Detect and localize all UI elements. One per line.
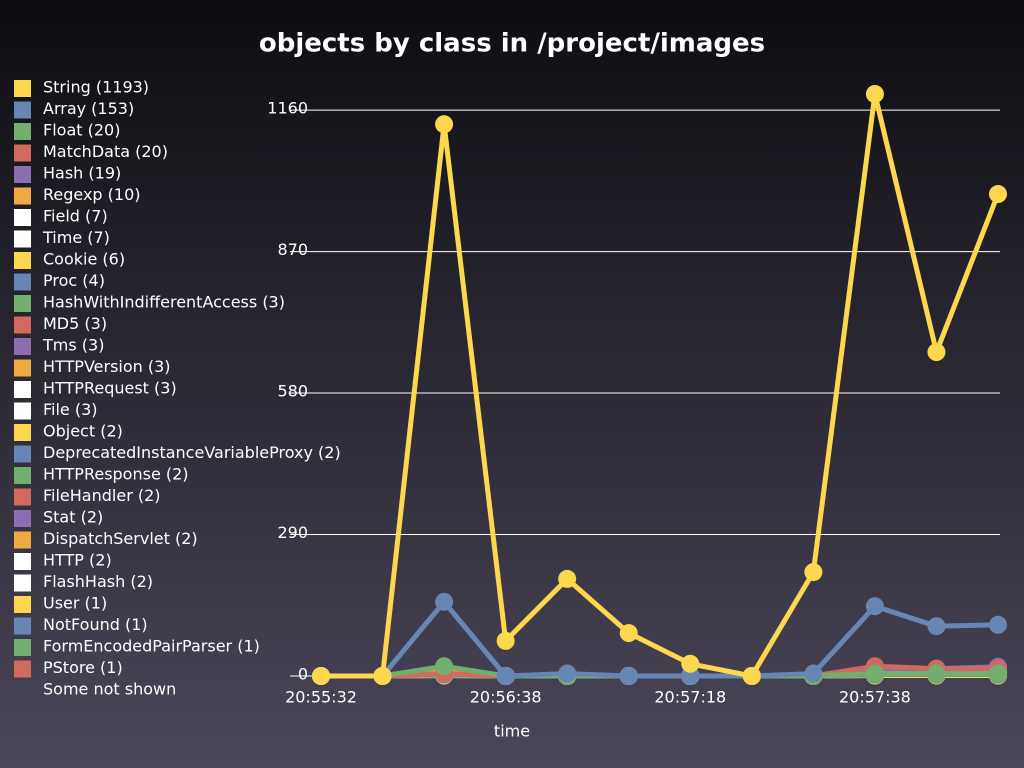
data-point (865, 85, 884, 103)
legend-label: Tms (3) (42, 336, 104, 355)
legend-label: FileHandler (2) (43, 486, 161, 505)
data-point (558, 664, 577, 683)
legend-swatch (14, 123, 31, 140)
data-point (558, 569, 577, 588)
series-line (321, 599, 999, 679)
data-point (312, 667, 330, 685)
legend-swatch (14, 467, 31, 484)
data-point (681, 654, 700, 673)
legend-swatch (14, 617, 31, 635)
y-tick-label: 290 (277, 523, 308, 542)
data-point (373, 667, 392, 685)
legend-swatch (14, 445, 31, 463)
legend-swatch (14, 338, 31, 355)
legend-label: DispatchServlet (2) (43, 529, 198, 548)
legend-label: NotFound (1) (43, 615, 148, 634)
legend-swatch (14, 209, 31, 226)
legend-label: String (1193) (43, 78, 149, 97)
x-tick-label: 20:57:18 (654, 688, 726, 707)
legend-swatch (14, 273, 31, 291)
data-point (619, 624, 638, 643)
data-point (496, 667, 515, 685)
y-tick-label: 1160 (267, 99, 308, 118)
legend-swatch (14, 316, 31, 334)
legend-label: HTTP (2) (43, 551, 112, 570)
legend-swatch (14, 402, 31, 420)
legend-swatch (14, 510, 31, 527)
legend-label: Proc (4) (43, 271, 105, 290)
legend-label: HashWithIndifferentAccess (3) (43, 293, 285, 312)
data-point (742, 667, 761, 685)
data-point (435, 115, 454, 134)
legend-label: Hash (19) (43, 164, 121, 183)
legend-label: HTTPResponse (2) (43, 465, 189, 484)
legend-swatch (14, 295, 31, 312)
legend-label: User (1) (43, 594, 107, 613)
legend-swatch (14, 596, 31, 613)
legend-label: MD5 (3) (43, 314, 107, 333)
x-tick-label: 20:57:38 (839, 688, 911, 707)
series-line (321, 91, 1001, 679)
legend-note: Some not shown (43, 680, 176, 699)
legend-label: Stat (2) (43, 508, 103, 527)
legend-swatch (14, 381, 31, 398)
legend-label: HTTPRequest (3) (43, 379, 177, 398)
legend-label: Regexp (10) (43, 185, 141, 204)
legend-swatch (14, 230, 31, 248)
data-point (804, 563, 823, 582)
data-point (989, 185, 1007, 204)
legend-label: Float (20) (43, 121, 120, 140)
data-point (435, 592, 454, 611)
data-point (927, 617, 946, 636)
x-tick-label: 20:56:38 (470, 688, 542, 707)
legend-swatch (14, 660, 31, 678)
legend-swatch (14, 531, 31, 549)
data-point (865, 664, 884, 683)
chart-title: objects by class in /project/images (259, 29, 765, 59)
legend-swatch (14, 144, 31, 162)
legend-label: Array (153) (43, 99, 134, 118)
legend-label: HTTPVersion (3) (43, 357, 171, 376)
legend-label: Cookie (6) (43, 250, 125, 269)
data-point (927, 664, 946, 683)
legend-swatch (14, 359, 31, 377)
data-point (435, 657, 454, 676)
legend-swatch (14, 187, 31, 205)
legend-label: FormEncodedPairParser (1) (43, 637, 260, 656)
data-point (804, 664, 823, 683)
data-point (619, 667, 638, 685)
data-point (989, 615, 1007, 634)
legend-swatch (14, 101, 31, 119)
legend-swatch (14, 553, 31, 570)
legend-swatch (14, 424, 31, 441)
legend-label: Field (7) (43, 207, 108, 226)
y-tick-label: 0 (298, 665, 308, 684)
x-tick-label: 20:55:32 (285, 688, 357, 707)
legend-label: PStore (1) (43, 658, 123, 677)
y-tick-label: 580 (277, 382, 308, 401)
data-point (865, 597, 884, 616)
legend-swatch (14, 80, 31, 97)
legend-label: FlashHash (2) (43, 572, 153, 591)
data-point (989, 664, 1007, 683)
y-tick-label: 870 (277, 240, 308, 259)
data-point (496, 631, 515, 650)
legend-label: Object (2) (43, 422, 123, 441)
legend-label: DeprecatedInstanceVariableProxy (2) (43, 443, 341, 462)
legend-label: Time (7) (42, 228, 110, 247)
legend-label: MatchData (20) (43, 142, 168, 161)
data-point (927, 343, 946, 362)
legend-label: File (3) (43, 400, 98, 419)
x-axis-label: time (494, 722, 530, 741)
legend-swatch (14, 639, 31, 656)
legend-swatch (14, 166, 31, 183)
legend-swatch (14, 574, 31, 592)
legend-swatch (14, 252, 31, 269)
legend-swatch (14, 488, 31, 506)
